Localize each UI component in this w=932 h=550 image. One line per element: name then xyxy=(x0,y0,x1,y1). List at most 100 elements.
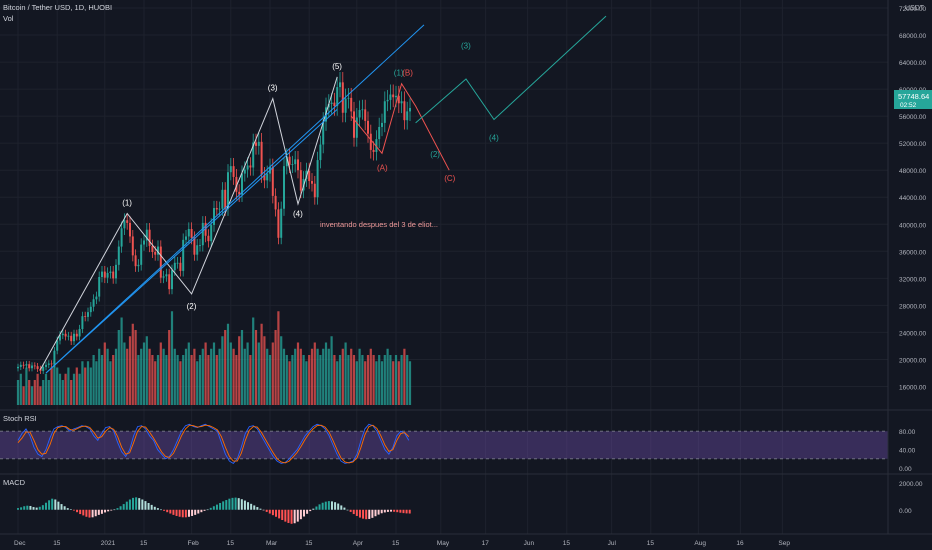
time-tick-label: Sep xyxy=(778,540,790,547)
volume-bar xyxy=(218,348,221,405)
macd-histogram-bar xyxy=(324,501,327,510)
macd-histogram-bar xyxy=(100,509,103,514)
candle-body xyxy=(400,101,403,104)
candle-body xyxy=(355,117,358,138)
volume-bar xyxy=(106,348,109,405)
time-tick-label: Dec xyxy=(14,540,26,547)
volume-bar xyxy=(81,361,84,405)
candle-body xyxy=(369,133,372,150)
volume-bar xyxy=(347,355,350,405)
channel-line-upper xyxy=(45,24,425,374)
candle-body xyxy=(229,166,232,173)
macd-histogram-bar xyxy=(312,508,315,510)
volume-bar xyxy=(215,355,218,405)
macd-histogram-bar xyxy=(293,509,296,524)
price-tick-label: 64000.00 xyxy=(899,60,926,67)
candle-body xyxy=(403,101,406,121)
candle-body xyxy=(131,236,134,256)
candle-body xyxy=(204,222,207,236)
macd-histogram-bar xyxy=(358,509,361,518)
macd-histogram-bar xyxy=(250,503,253,510)
macd-histogram-bar xyxy=(150,504,153,510)
candle-body xyxy=(252,142,255,168)
candle-body xyxy=(243,169,246,174)
volume-bar xyxy=(366,355,370,405)
macd-histogram-bar xyxy=(225,500,228,510)
volume-bar xyxy=(92,355,95,405)
macd-histogram-bar xyxy=(200,509,203,513)
candle-body xyxy=(182,239,185,271)
candle-body xyxy=(227,172,229,209)
volume-bar xyxy=(142,342,146,405)
volume-bar xyxy=(397,361,400,405)
candle-body xyxy=(187,229,190,237)
candle-body xyxy=(95,296,98,300)
price-tick-label: 68000.00 xyxy=(899,33,926,40)
candle-body xyxy=(87,312,89,317)
volume-bar xyxy=(193,348,196,405)
macd-histogram-bar xyxy=(76,509,79,513)
candle-body xyxy=(117,246,120,265)
macd-histogram-bar xyxy=(135,497,138,510)
volume-bar xyxy=(372,355,375,405)
macd-histogram-bar xyxy=(63,506,66,510)
candle-body xyxy=(299,170,302,191)
volume-bar xyxy=(229,342,232,405)
volume-bar xyxy=(25,367,28,405)
candle-body xyxy=(406,111,409,121)
macd-histogram-bar xyxy=(60,504,63,510)
time-tick-label: 15 xyxy=(227,540,235,547)
candle-body xyxy=(409,108,411,112)
candle-body xyxy=(137,264,140,267)
candle-body xyxy=(305,170,308,179)
channel-line-lower xyxy=(45,109,338,374)
volume-bar xyxy=(358,348,361,405)
volume-bar xyxy=(260,323,263,405)
corrective-wave-line xyxy=(350,82,450,171)
macd-histogram-bar xyxy=(107,509,110,512)
volume-bar xyxy=(364,361,367,405)
macd-histogram-bar xyxy=(181,509,184,518)
volume-bar xyxy=(299,348,302,405)
macd-histogram-bar xyxy=(275,509,278,517)
candle-body xyxy=(193,237,196,255)
volume-bar xyxy=(98,348,101,405)
macd-histogram-bar xyxy=(237,498,240,510)
rsi-tick-label: 0.00 xyxy=(899,466,912,473)
volume-bar xyxy=(406,355,409,405)
price-badge xyxy=(894,90,932,109)
time-tick-label: 15 xyxy=(563,540,571,547)
volume-bar xyxy=(165,355,168,405)
volume-bar xyxy=(28,380,31,405)
time-tick-label: 16 xyxy=(736,540,744,547)
candle-body xyxy=(311,181,313,184)
volume-bar xyxy=(22,386,25,405)
macd-histogram-bar xyxy=(23,506,26,510)
candle-body xyxy=(319,144,322,161)
volume-bar xyxy=(131,323,134,405)
macd-histogram-bar xyxy=(377,509,380,515)
candle-body xyxy=(277,209,280,238)
price-tick-label: 32000.00 xyxy=(899,276,926,283)
macd-histogram-bar xyxy=(371,509,374,518)
macd-histogram-bar xyxy=(104,509,107,513)
candle-body xyxy=(53,350,56,365)
volume-bar xyxy=(392,361,395,405)
volume-bar xyxy=(263,336,266,405)
candle-body xyxy=(19,364,22,367)
volume-bar xyxy=(322,348,325,405)
candle-body xyxy=(386,99,389,102)
volume-bar xyxy=(190,355,193,405)
macd-histogram-bar xyxy=(228,498,231,510)
macd-histogram-bar xyxy=(178,509,181,517)
time-axis[interactable]: Dec 15 2021 15 Feb 15 Mar 15 Apr 15 May 17 Jun 15 Jul 1… xyxy=(14,540,790,547)
time-tick-label: Jul xyxy=(608,540,617,547)
candle-body xyxy=(397,95,400,104)
candle-body xyxy=(145,229,148,241)
macd-histogram-bar xyxy=(184,509,187,518)
candle-body xyxy=(353,111,355,138)
macd-histogram-bar xyxy=(346,509,349,511)
candle-body xyxy=(344,98,347,113)
volume-bar xyxy=(187,342,190,405)
